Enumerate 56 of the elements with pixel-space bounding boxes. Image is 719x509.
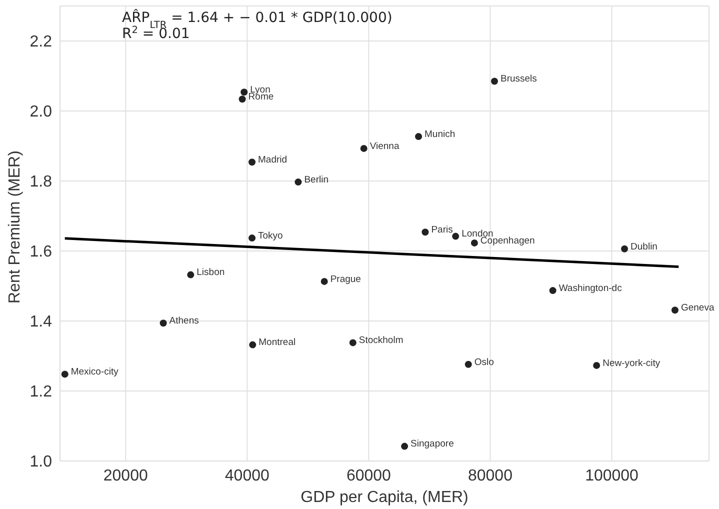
annotation: Geneva bbox=[680, 302, 715, 314]
point bbox=[422, 228, 429, 236]
annotation: Vienna bbox=[370, 140, 400, 152]
annotation: Dublin bbox=[630, 241, 658, 252]
annotation: Madrid bbox=[258, 154, 288, 166]
x-tick-label: 60000 bbox=[346, 467, 392, 484]
annotation: Prague bbox=[330, 274, 361, 285]
x-tick-label: 100000 bbox=[585, 467, 639, 484]
point bbox=[470, 239, 478, 246]
point bbox=[593, 362, 600, 369]
annotation: Singapore bbox=[410, 438, 454, 450]
point bbox=[240, 88, 248, 96]
point bbox=[61, 370, 68, 378]
point bbox=[248, 234, 256, 242]
point bbox=[671, 306, 678, 314]
annotation: Munich bbox=[424, 128, 456, 140]
annotation: Tokyo bbox=[258, 230, 283, 242]
x-tick-label: 80000 bbox=[468, 467, 513, 484]
point bbox=[294, 178, 302, 186]
annotation: Stockholm bbox=[358, 335, 404, 346]
point bbox=[249, 341, 256, 348]
point bbox=[349, 339, 356, 346]
annotation: Brussels bbox=[500, 74, 538, 85]
point bbox=[401, 442, 408, 450]
annotation: Montreal bbox=[258, 337, 296, 348]
y-tick-label: 2.2 bbox=[30, 34, 52, 51]
x-axis-title: GDP per Capita, (MER) bbox=[300, 489, 468, 506]
point bbox=[360, 144, 368, 152]
y-tick-label: 1.6 bbox=[30, 244, 52, 261]
point bbox=[549, 287, 556, 294]
annotation: Mexico-city bbox=[70, 366, 119, 378]
y-tick-label: 1.4 bbox=[30, 314, 52, 331]
y-tick-label: 1.2 bbox=[30, 384, 52, 401]
annotation: Lisbon bbox=[196, 267, 225, 278]
annotation: New-york-city bbox=[602, 358, 660, 369]
point bbox=[160, 320, 167, 327]
annotation: Washington-dc bbox=[558, 282, 622, 294]
point bbox=[248, 158, 256, 166]
y-tick-label: 1.0 bbox=[30, 454, 52, 471]
y-tick-label: 1.8 bbox=[30, 174, 52, 191]
y-axis-title: Rent Premium (MER) bbox=[6, 150, 24, 304]
annotation: Berlin bbox=[304, 174, 329, 186]
annotation: Paris bbox=[431, 224, 454, 236]
point bbox=[490, 78, 498, 85]
point bbox=[452, 232, 460, 240]
y-tick-label: 2.0 bbox=[30, 104, 52, 121]
x-tick-label: 20000 bbox=[103, 467, 148, 484]
x-tick-label: 40000 bbox=[224, 467, 270, 484]
point bbox=[238, 96, 246, 103]
annotation: Oslo bbox=[474, 356, 494, 368]
point bbox=[320, 278, 328, 285]
point bbox=[187, 271, 194, 278]
annotation: Athens bbox=[169, 315, 200, 326]
point bbox=[464, 360, 472, 368]
point bbox=[415, 133, 422, 140]
point bbox=[621, 245, 628, 252]
